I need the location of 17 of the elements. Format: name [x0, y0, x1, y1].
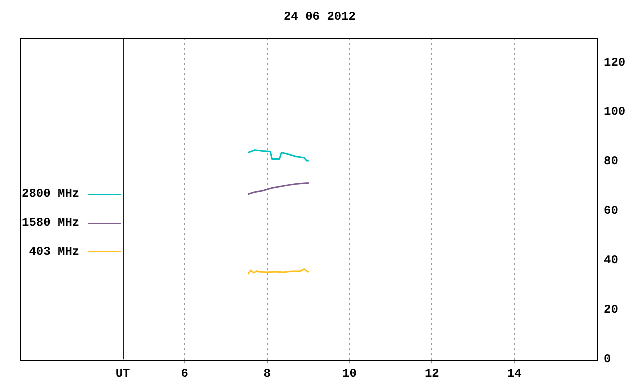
x-tick-label: 12: [424, 366, 440, 381]
y-tick-label: 0: [604, 352, 612, 367]
x-tick-label: 8: [264, 366, 271, 381]
x-tick-label: 10: [342, 366, 357, 381]
x-tick-label: 14: [507, 366, 522, 381]
y-tick-label: 100: [604, 105, 626, 120]
chart-title: 24 06 2012: [282, 10, 357, 24]
y-tick-label: 80: [604, 154, 618, 169]
x-tick-label: 6: [181, 366, 188, 381]
y-tick-label: 60: [604, 204, 618, 218]
y-tick-label: 40: [604, 254, 618, 268]
legend-label: 403 MHz: [29, 244, 80, 259]
x-tick-label: UT: [116, 366, 130, 381]
legend-label: 2800 MHz: [22, 187, 80, 202]
y-tick-label: 120: [604, 56, 626, 70]
y-tick-label: 20: [604, 303, 618, 318]
legend-label: 1580 MHz: [22, 216, 80, 230]
